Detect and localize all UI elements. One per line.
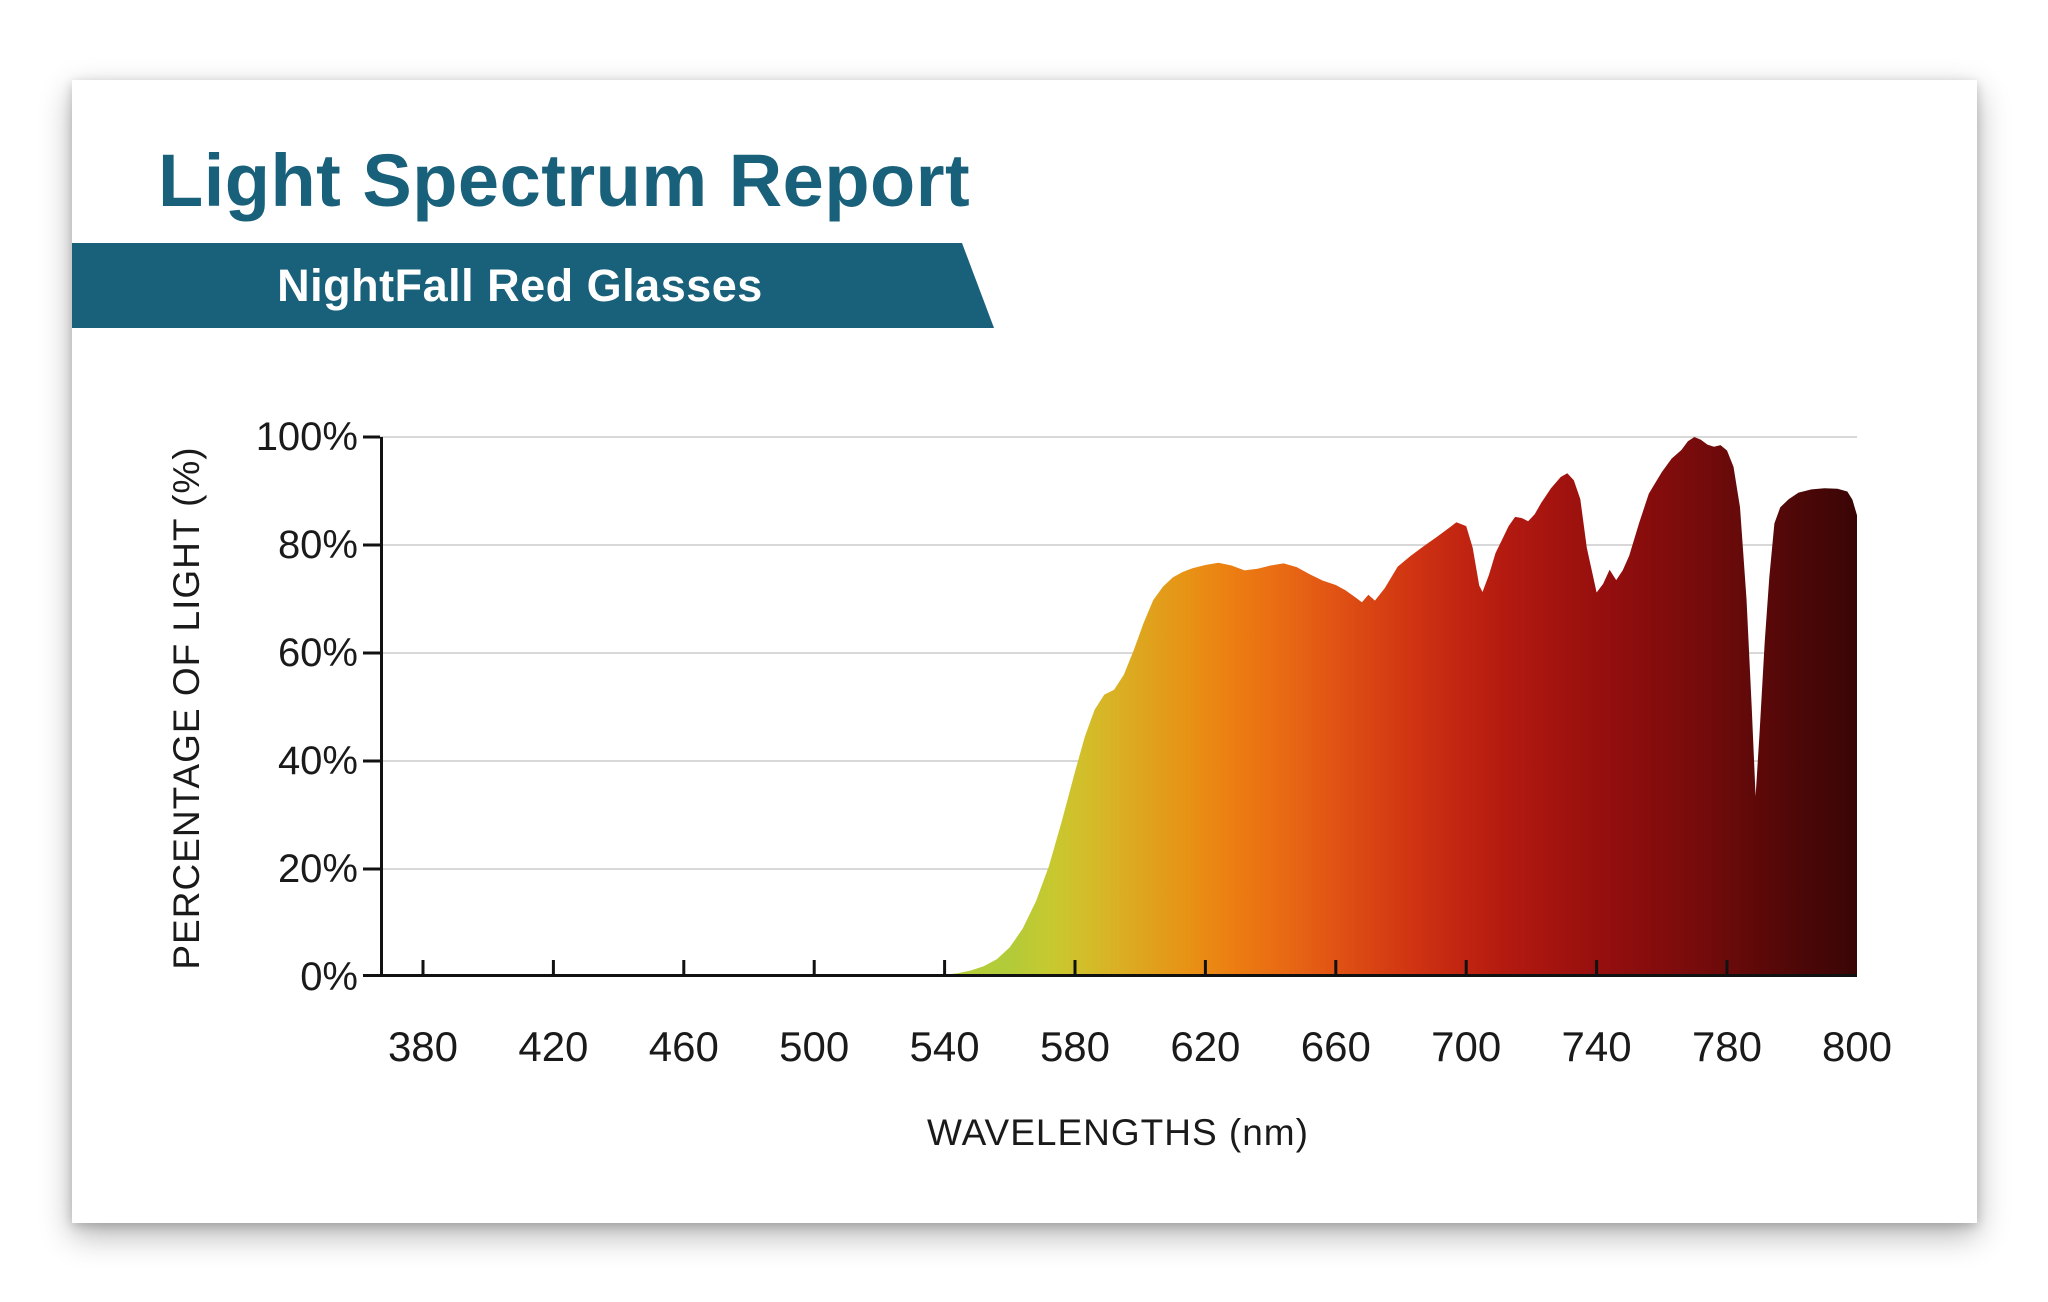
- x-tick-label: 460: [648, 1023, 719, 1070]
- x-tick-label: 660: [1300, 1023, 1371, 1070]
- x-tick-label: 800: [1821, 1023, 1893, 1070]
- plot-svg: [363, 435, 1857, 977]
- x-tick-label: 380: [387, 1023, 459, 1070]
- y-tick-label: 100%: [255, 415, 358, 459]
- spectrum-chart: 100% 80% 60% 40% 20% 0% 380 420 460 500 540 580 620…: [72, 80, 1977, 1223]
- x-tick-label: 540: [909, 1023, 980, 1070]
- y-tick-label: 0%: [300, 955, 358, 999]
- y-tick-label: 40%: [277, 739, 358, 783]
- x-tick-label: 700: [1431, 1023, 1502, 1070]
- x-axis-title: WAVELENGTHS (nm): [927, 1112, 1309, 1153]
- y-tick-label: 80%: [277, 523, 358, 567]
- y-axis-title: PERCENTAGE OF LIGHT (%): [166, 446, 207, 970]
- spectrum-area: [423, 437, 1857, 977]
- report-card: Light Spectrum Report NightFall Red Glas…: [72, 80, 1977, 1223]
- y-tick-label: 60%: [277, 631, 358, 675]
- x-tick-label: 780: [1691, 1023, 1763, 1070]
- x-tick-label: 740: [1561, 1023, 1632, 1070]
- plot-area: [363, 435, 1857, 977]
- x-tick-label: 420: [518, 1023, 589, 1070]
- page-title: Light Spectrum Report: [158, 139, 971, 222]
- x-tick-label: 620: [1170, 1023, 1241, 1070]
- subtitle-banner: NightFall Red Glasses: [72, 243, 994, 328]
- banner-label: NightFall Red Glasses: [277, 259, 763, 311]
- x-tick-label: 580: [1039, 1023, 1111, 1070]
- y-tick-label: 20%: [277, 847, 358, 891]
- x-tick-label: 500: [779, 1023, 850, 1070]
